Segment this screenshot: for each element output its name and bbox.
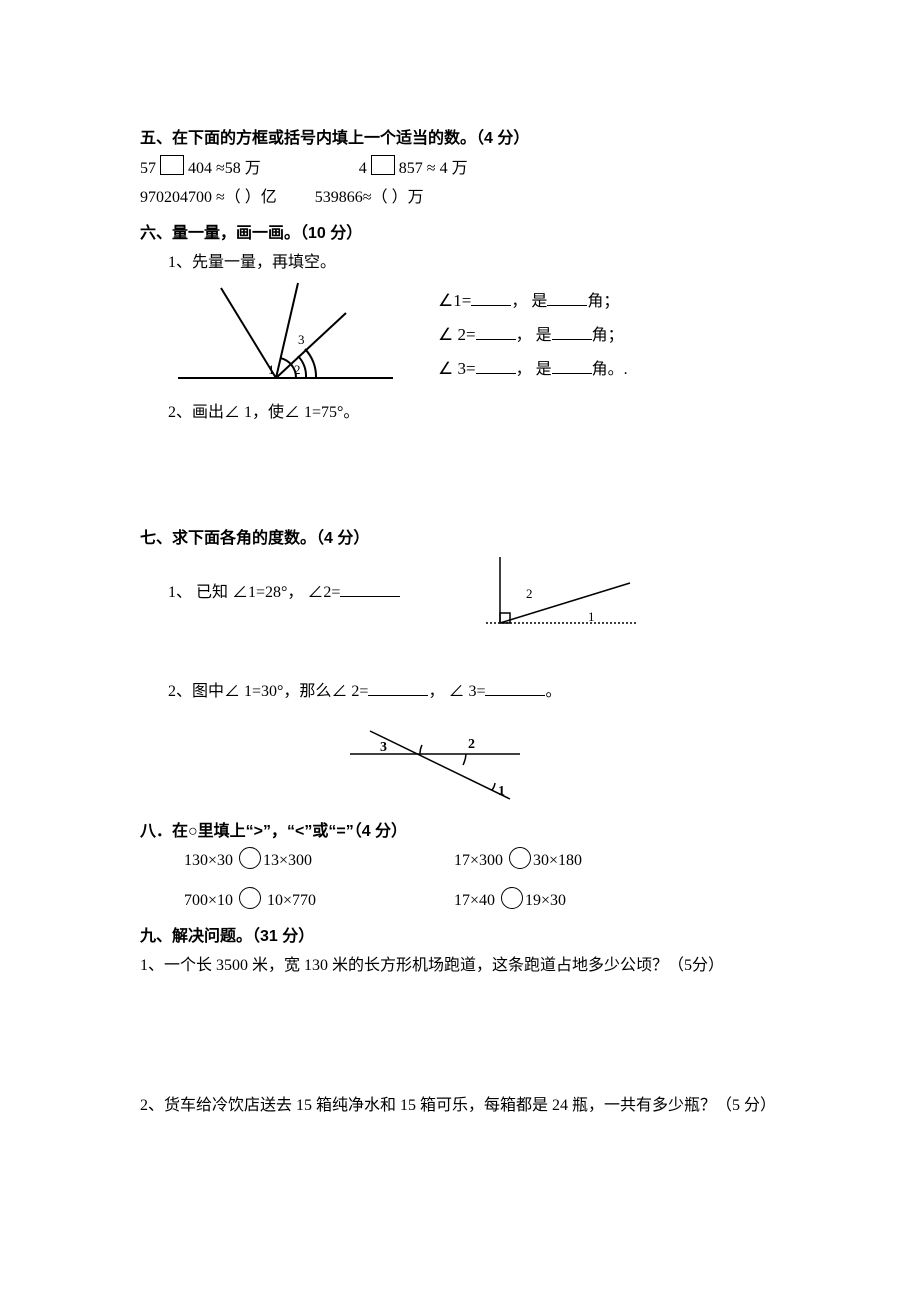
a1-suf: 角； (587, 293, 619, 310)
blank[interactable] (471, 289, 511, 306)
s6-a1: ∠1= ， 是 角； (438, 284, 628, 318)
s8-r1a-r: 13×300 (263, 852, 312, 869)
s7-q1-row: 1、 已知 ∠1=28°， ∠2= 1 2 (140, 553, 790, 633)
lbl-3: 3 (298, 332, 305, 347)
blank[interactable] (340, 580, 400, 597)
s7-q2b: ， ∠ 3= (428, 683, 485, 700)
section-6-heading: 六、量一量，画一画。（10 分） (140, 219, 790, 249)
blank[interactable] (476, 357, 516, 374)
s8-r1b-l: 17×300 (454, 852, 507, 869)
worksheet-page: 五、在下面的方框或括号内填上一个适当的数。（4 分） 57 404 ≈58 万 … (0, 0, 920, 1302)
s5-r2b: 539866≈（ ）万 (315, 189, 424, 206)
s8-r2a-l: 700×10 (184, 892, 237, 909)
s7-q1: 1、 已知 ∠1=28°， ∠2= (168, 584, 340, 601)
answer-space[interactable] (140, 981, 790, 1091)
s8-r2b-r: 19×30 (525, 892, 566, 909)
s8-r1b: 17×300 30×180 (454, 846, 724, 876)
spacer (140, 707, 790, 721)
s7-q2-text: 2、图中∠ 1=30°，那么∠ 2= ， ∠ 3= 。 (140, 677, 790, 707)
blank[interactable] (552, 357, 592, 374)
d3-lbl1: 1 (498, 784, 505, 799)
s7-q1-text: 1、 已知 ∠1=28°， ∠2= (168, 578, 478, 608)
angle-diagram-1: 1 2 3 (168, 278, 398, 398)
s8-r1b-r: 30×180 (533, 852, 582, 869)
lbl-1: 1 (268, 362, 275, 377)
section-5-heading: 五、在下面的方框或括号内填上一个适当的数。（4 分） (140, 124, 790, 154)
s5-r1a-post: 404 ≈58 万 (188, 160, 261, 177)
s7-d2-wrap: 1 2 3 (140, 721, 790, 811)
compare-circle[interactable] (239, 847, 261, 869)
blank-box[interactable] (160, 155, 184, 175)
s5-r1a-pre: 57 (140, 160, 156, 177)
drawing-space[interactable] (140, 428, 790, 518)
section-9-heading: 九、解决问题。（31 分） (140, 922, 790, 952)
d2-lbl2: 2 (526, 586, 533, 601)
blank[interactable] (368, 679, 428, 696)
s6-a2: ∠ 2= ， 是 角； (438, 318, 628, 352)
a3-pre: ∠ 3= (438, 359, 476, 378)
blank[interactable] (485, 679, 545, 696)
s9-q2: 2、货车给冷饮店送去 15 箱纯净水和 15 箱可乐，每箱都是 24 瓶，一共有… (140, 1091, 790, 1121)
s8-row2: 700×10 10×770 17×40 19×30 (140, 886, 790, 916)
angle-diagram-3: 1 2 3 (320, 721, 560, 811)
lbl-2: 2 (294, 362, 301, 377)
a3-suf: 角。. (592, 361, 628, 378)
s8-r2b-l: 17×40 (454, 892, 499, 909)
compare-circle[interactable] (501, 887, 523, 909)
s5-r1b-pre: 4 (359, 160, 367, 177)
compare-circle[interactable] (239, 887, 261, 909)
s5-r1b-post: 857 ≈ 4 万 (399, 160, 468, 177)
blank[interactable] (547, 289, 587, 306)
section-8-heading: 八．在○里填上“>”，“<”或“=”（4 分） (140, 817, 790, 847)
a2-pre: ∠ 2= (438, 325, 476, 344)
s8-row1: 130×30 13×300 17×300 30×180 (140, 846, 790, 876)
a3-mid: ， 是 (516, 361, 552, 378)
d3-lbl3: 3 (380, 740, 387, 755)
s8-r2a: 700×10 10×770 (184, 886, 454, 916)
d3-lbl2: 2 (468, 737, 475, 752)
a1-pre: ∠1= (438, 291, 471, 310)
spacer (140, 876, 790, 886)
blank[interactable] (552, 323, 592, 340)
s5-row2: 970204700 ≈（ ）亿 539866≈（ ）万 (140, 183, 790, 213)
s8-r2b: 17×40 19×30 (454, 886, 724, 916)
angle-diagram-2: 1 2 (478, 553, 648, 633)
d2-lbl1: 1 (588, 609, 595, 624)
s5-row1: 57 404 ≈58 万 4 857 ≈ 4 万 (140, 154, 790, 184)
s8-r2a-r: 10×770 (263, 892, 316, 909)
a1-mid: ， 是 (511, 293, 547, 310)
spacer (140, 633, 790, 677)
s6-q1: 1、先量一量，再填空。 (140, 248, 790, 278)
a2-suf: 角； (592, 327, 624, 344)
s7-q2a: 2、图中∠ 1=30°，那么∠ 2= (168, 683, 368, 700)
section-7-heading: 七、求下面各角的度数。（4 分） (140, 524, 790, 554)
s6-q2: 2、画出∠ 1，使∠ 1=75°。 (140, 398, 790, 428)
s8-r1a-l: 130×30 (184, 852, 237, 869)
s6-q1-body: 1 2 3 ∠1=， 是角； ∠ 2=， 是角； ∠ 3=， 是角。. (140, 278, 790, 398)
s9-q1: 1、一个长 3500 米，宽 130 米的长方形机场跑道，这条跑道占地多少公顷？… (140, 951, 790, 981)
compare-circle[interactable] (509, 847, 531, 869)
blank[interactable] (476, 323, 516, 340)
blank-box[interactable] (371, 155, 395, 175)
a2-mid: ， 是 (516, 327, 552, 344)
s6-answers: ∠1=， 是角； ∠ 2=， 是角； ∠ 3=， 是角。. (398, 278, 628, 386)
s8-r1a: 130×30 13×300 (184, 846, 454, 876)
s6-a3: ∠ 3= ， 是 角。. (438, 352, 628, 386)
s7-q2c: 。 (545, 683, 561, 700)
s5-r2a: 970204700 ≈（ ）亿 (140, 189, 277, 206)
